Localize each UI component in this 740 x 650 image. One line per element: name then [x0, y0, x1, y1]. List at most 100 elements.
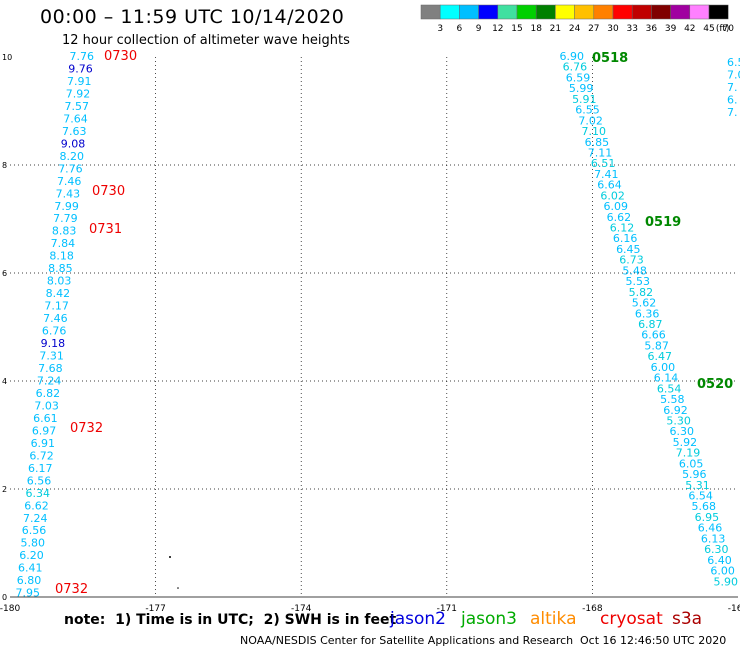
pass-time-label: 0732 [70, 421, 103, 436]
swh-value: 6.72 [29, 449, 54, 462]
swh-value: 7.03 [34, 399, 59, 412]
swh-value: 6.34 [26, 487, 51, 500]
swh-value: 5.68 [692, 500, 717, 513]
swh-value: 6.66 [641, 329, 666, 342]
swh-value: 6.87 [638, 318, 663, 331]
colorbar-swatch [497, 4, 518, 20]
x-tick-label: -171 [437, 604, 457, 614]
swh-value: 7.31 [39, 350, 64, 363]
swh-value: 6.91 [31, 437, 56, 450]
colorbar-swatch [439, 4, 460, 20]
swh-value: 6.90 [560, 50, 585, 63]
swh-value: 7.41 [594, 168, 619, 181]
swh-value: 7.24 [37, 374, 62, 387]
colorbar-swatch [670, 4, 691, 20]
swh-value: 5.92 [673, 436, 698, 449]
swh-value-edge: 7. [727, 81, 738, 94]
satellite-legend-item: s3a [672, 609, 703, 629]
swh-value: 7.99 [54, 200, 79, 213]
swh-value: 8.42 [46, 287, 71, 300]
swh-value-edge: 6. [727, 94, 738, 107]
swh-value: 7.68 [38, 362, 63, 375]
swh-value: 5.90 [714, 575, 739, 588]
swh-value: 7.79 [53, 212, 78, 225]
swh-value-edge: 6.5 [727, 56, 740, 69]
colorbar-label: 24 [569, 24, 581, 34]
swh-value: 6.09 [604, 200, 629, 213]
colorbar-swatch [459, 4, 479, 20]
swh-value: 9.18 [41, 337, 66, 350]
colorbar-label: 21 [550, 24, 561, 34]
y-tick-label: 0 [2, 593, 7, 602]
swh-value: 6.45 [616, 243, 641, 256]
swh-value: 8.03 [47, 275, 72, 288]
colorbar-label: 45 [703, 24, 714, 34]
swh-value: 7.57 [64, 100, 89, 113]
swh-value: 6.95 [695, 511, 720, 524]
satellite-legend-item: cryosat [600, 609, 663, 629]
colorbar-swatch [516, 4, 537, 20]
swh-value: 7.11 [588, 146, 613, 159]
swh-value: 7.63 [62, 125, 87, 138]
colorbar-swatch [651, 4, 671, 20]
swh-value: 5.99 [569, 82, 594, 95]
colorbar-label: 27 [588, 24, 599, 34]
x-tick-label: -165 [728, 604, 740, 614]
swh-value: 5.58 [660, 393, 685, 406]
colorbar-swatch [593, 4, 614, 20]
swh-value: 9.76 [68, 62, 93, 75]
x-tick-label: -174 [291, 604, 312, 614]
colorbar-swatch [555, 4, 575, 20]
pass-time-label: 0730 [104, 49, 137, 64]
swh-value: 7.17 [44, 300, 69, 313]
swh-value: 6.17 [28, 462, 53, 475]
colorbar-swatch [689, 4, 710, 20]
colorbar-label: 33 [626, 24, 637, 34]
swh-value: 6.46 [698, 522, 723, 535]
colorbar-swatch [612, 4, 633, 20]
y-tick-label: 2 [2, 485, 7, 494]
swh-value: 7.46 [57, 175, 82, 188]
swh-value: 6.55 [575, 104, 600, 117]
colorbar-label: 36 [646, 24, 658, 34]
colorbar-label: 15 [511, 24, 522, 34]
pass-time-label: 0730 [92, 184, 125, 199]
pass-time-label: 0520 [697, 377, 733, 392]
swh-value: 6.12 [610, 222, 635, 235]
swh-value: 6.00 [651, 361, 676, 374]
footer-note: note: 1) Time is in UTC; 2) SWH is in fe… [64, 612, 397, 628]
swh-value: 5.62 [632, 297, 657, 310]
colorbar-label: (ft) [716, 24, 730, 34]
colorbar-swatch [535, 4, 556, 20]
swh-value: 7.19 [676, 447, 701, 460]
y-tick-label: 8 [2, 161, 7, 170]
swh-value: 7.64 [63, 112, 88, 125]
swh-value: 6.20 [19, 549, 44, 562]
swh-value-edge: 7. [727, 106, 738, 119]
colorbar-swatch [478, 4, 499, 20]
swh-value: 6.47 [648, 350, 673, 363]
swh-value: 6.76 [42, 325, 67, 338]
swh-value: 6.05 [679, 457, 704, 470]
swh-value: 7.02 [578, 114, 603, 127]
swh-value: 6.13 [701, 532, 726, 545]
colorbar-label: 12 [492, 24, 503, 34]
satellite-legend-item: jason3 [461, 609, 517, 629]
data-point-marker [177, 587, 179, 589]
y-tick-label: 10 [2, 53, 12, 62]
swh-value: 6.54 [688, 490, 713, 503]
swh-value: 6.40 [707, 554, 732, 567]
data-point-marker [169, 556, 171, 558]
colorbar-label: 30 [607, 24, 619, 34]
x-tick-label: -177 [145, 604, 165, 614]
x-tick-label: -168 [582, 604, 603, 614]
swh-value: 8.18 [49, 250, 74, 263]
swh-value: 6.59 [566, 71, 591, 84]
swh-value: 9.08 [61, 137, 86, 150]
y-tick-label: 6 [2, 269, 7, 278]
colorbar-swatch [631, 4, 652, 20]
generated-timestamp: Oct 16 12:46:50 UTC 2020 [580, 634, 727, 647]
swh-value: 6.00 [710, 565, 735, 578]
swh-value: 7.10 [582, 125, 607, 138]
